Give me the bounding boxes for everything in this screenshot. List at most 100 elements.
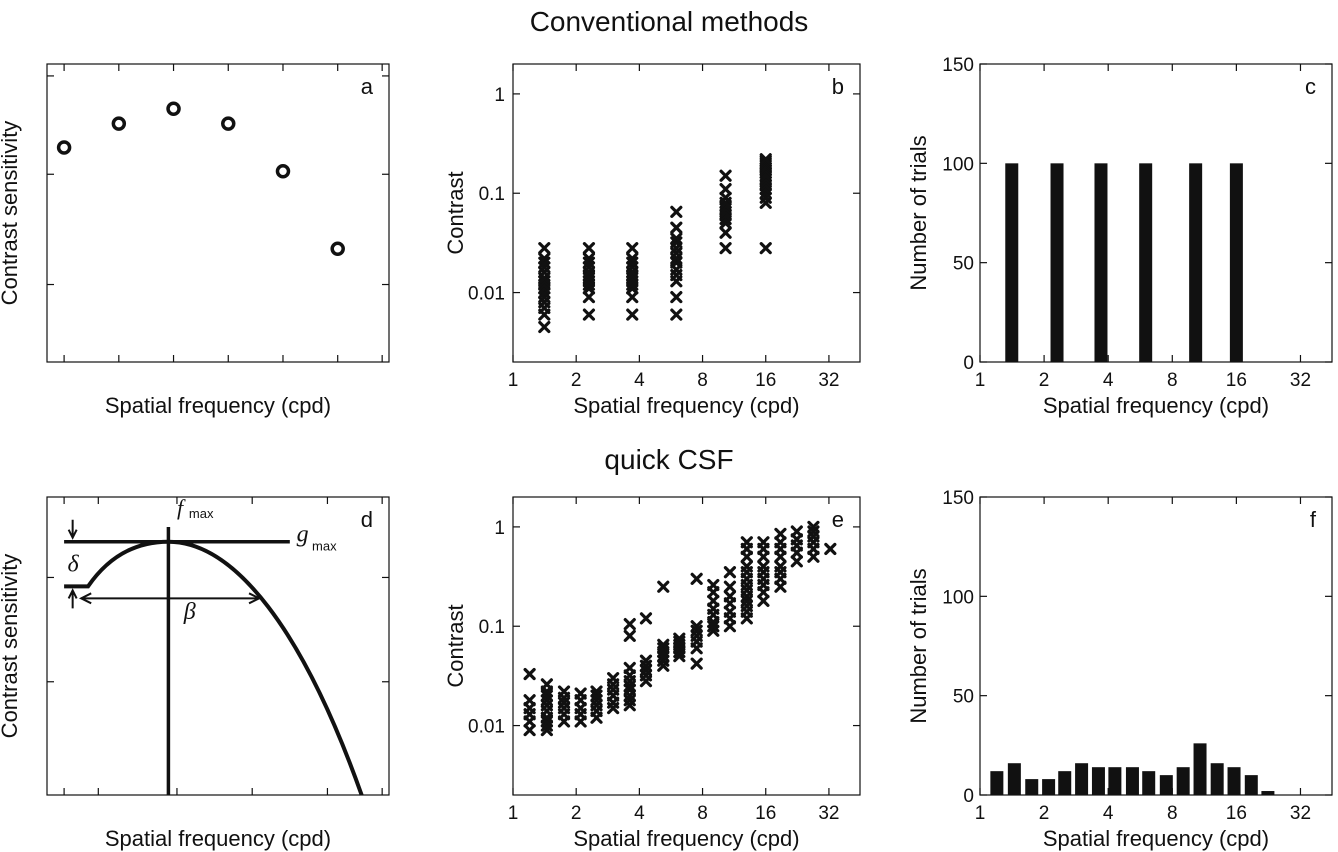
x-marker — [719, 242, 732, 255]
beta-label: β — [183, 599, 196, 625]
x-tick-label-b: 16 — [755, 370, 776, 391]
x-marker — [590, 685, 603, 698]
x-marker — [523, 667, 536, 681]
x-marker — [757, 560, 770, 573]
y-axis-label-b: Contrast — [443, 171, 468, 254]
y-axis-label-c: Number of trials — [906, 135, 931, 290]
x-axis-label-f: Spatial frequency (cpd) — [1043, 826, 1269, 851]
x-marker — [582, 242, 596, 255]
bar — [1229, 163, 1243, 362]
x-tick-label-e: 4 — [634, 803, 645, 824]
y-axis-label-a: Contrast sensitivity — [0, 121, 22, 306]
panel-d: d Spatial frequency (cpd) Contrast sensiti… — [0, 495, 390, 851]
x-marker — [623, 618, 636, 631]
beta-arrowhead-left — [78, 592, 92, 605]
x-tick-label-f: 8 — [1167, 803, 1178, 824]
x-tick-label-e: 16 — [755, 803, 776, 824]
x-tick-label-e: 8 — [697, 803, 708, 824]
bar — [1176, 767, 1190, 795]
y-tick-label-f: 0 — [963, 786, 974, 807]
csf-curve — [64, 539, 364, 796]
y-axis-label-d: Contrast sensitivity — [0, 554, 22, 739]
x-marker — [574, 687, 587, 700]
x-axis-label-e: Spatial frequency (cpd) — [573, 826, 799, 851]
panel-e: e Spatial frequency (cpd) Contrast 1 2 4 8 16 32… — [443, 496, 861, 851]
bar — [1042, 779, 1056, 795]
x-marker — [790, 555, 803, 568]
x-marker — [759, 242, 772, 255]
x-marker — [723, 566, 737, 579]
x-marker — [707, 594, 720, 607]
x-marker — [538, 242, 551, 255]
x-axis-label-d: Spatial frequency (cpd) — [105, 826, 331, 851]
x-marker — [626, 291, 639, 304]
x-marker — [582, 291, 596, 304]
x-marker — [657, 580, 670, 593]
bar — [1210, 763, 1224, 795]
x-marker — [670, 221, 683, 234]
bar — [1005, 163, 1019, 362]
x-marker — [670, 291, 683, 304]
data-point — [330, 241, 345, 257]
panel-a: a Spatial frequency (cpd) Contrast sensiti… — [0, 63, 390, 418]
y-tick-label-f: 50 — [953, 687, 974, 708]
x-marker — [719, 226, 732, 239]
panel-b: b Spatial frequency (cpd) Contrast 1 2 4 8 16 32… — [443, 63, 861, 418]
x-axis-label-a: Spatial frequency (cpd) — [105, 393, 331, 418]
x-marker — [690, 572, 703, 585]
x-marker — [690, 657, 703, 670]
x-marker — [557, 685, 571, 698]
x-marker — [719, 183, 732, 196]
y-tick-label-f: 100 — [942, 587, 974, 608]
bar — [1142, 771, 1156, 795]
y-tick-label-b: 1 — [494, 85, 505, 106]
bar — [1189, 163, 1203, 362]
y-axis-label-f: Number of trials — [906, 568, 931, 723]
panel-letter-d: d — [361, 507, 373, 532]
x-marker — [759, 153, 772, 166]
x-marker — [670, 308, 683, 321]
x-marker — [774, 527, 787, 541]
x-marker — [639, 612, 653, 625]
delta-arrow-top — [67, 519, 78, 540]
x-marker — [740, 536, 753, 549]
x-marker — [540, 678, 553, 691]
y-tick-label-c: 150 — [942, 55, 974, 76]
x-marker — [774, 560, 787, 573]
x-marker — [790, 525, 803, 538]
x-tick-label-f: 4 — [1103, 803, 1114, 824]
x-marker — [824, 542, 837, 556]
x-marker — [670, 205, 683, 218]
y-axis-label-e: Contrast — [443, 604, 468, 687]
y-tick-label-b: 0.01 — [468, 284, 505, 305]
data-point — [111, 116, 127, 131]
title-conventional: Conventional methods — [529, 6, 809, 37]
bar — [1193, 743, 1207, 795]
x-marker — [657, 638, 670, 651]
x-marker — [757, 594, 770, 607]
y-tick-label-f: 150 — [942, 488, 974, 509]
panel-f: f Spatial frequency (cpd) Number of trials… — [906, 488, 1333, 851]
x-marker — [523, 694, 536, 707]
gmax-subscript: max — [312, 539, 337, 554]
x-marker — [807, 520, 820, 534]
bar — [1227, 767, 1241, 795]
x-marker — [774, 536, 787, 549]
bar — [990, 771, 1004, 795]
gmax-symbol: g — [297, 522, 309, 548]
bar — [1261, 791, 1275, 795]
data-point — [166, 101, 181, 116]
axes-frame — [512, 496, 861, 796]
delta-arrow-bottom — [67, 588, 78, 609]
x-tick-label-c: 1 — [975, 370, 986, 391]
axes-frame — [979, 63, 1333, 363]
x-marker — [707, 578, 720, 592]
x-marker — [626, 308, 639, 321]
x-marker — [538, 252, 551, 265]
x-tick-label-c: 8 — [1167, 370, 1178, 391]
x-marker — [657, 642, 670, 655]
fmax-subscript: max — [189, 506, 214, 521]
panel-letter-e: e — [832, 507, 844, 532]
x-tick-label-f: 16 — [1226, 803, 1247, 824]
